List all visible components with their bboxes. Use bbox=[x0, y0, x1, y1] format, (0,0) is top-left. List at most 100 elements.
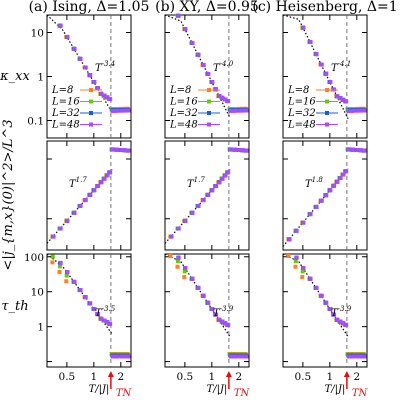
data-point-L8 bbox=[182, 275, 187, 280]
data-point-L48 bbox=[196, 285, 201, 290]
data-point-L48 bbox=[169, 234, 174, 239]
power-law-fit-line bbox=[46, 253, 113, 335]
tn-label: TN bbox=[234, 388, 251, 399]
data-point-L48 bbox=[201, 198, 206, 203]
legend-marker bbox=[207, 99, 211, 104]
data-point-L48 bbox=[241, 108, 246, 113]
data-point-L48 bbox=[105, 173, 110, 178]
data-point-L48 bbox=[92, 79, 97, 84]
data-point-L48 bbox=[228, 147, 233, 152]
annotation-base: T bbox=[305, 179, 313, 190]
data-point-L48 bbox=[233, 354, 238, 359]
data-point-L48 bbox=[176, 255, 181, 260]
x-axis-labels: T/|J| T/|J| T/|J| bbox=[89, 384, 346, 395]
data-point-L48 bbox=[123, 148, 128, 153]
legend-label: L=16 bbox=[287, 97, 316, 108]
data-point-L48 bbox=[228, 108, 233, 113]
data-point-L16 bbox=[57, 264, 62, 269]
legend-label: L=8 bbox=[51, 85, 73, 96]
legend-marker bbox=[207, 122, 211, 127]
x-tick-label: 1 bbox=[208, 371, 215, 383]
data-point-L8 bbox=[175, 264, 180, 269]
data-point-L48 bbox=[176, 13, 181, 18]
data-point-L48 bbox=[214, 312, 219, 317]
data-point-L48 bbox=[319, 293, 324, 298]
y-axis-label: τ_th bbox=[1, 299, 28, 314]
panel-0-0: 0.1 1 10 T-3.4 L=8L=16L=32L=48 bbox=[27, 14, 132, 139]
legend-label: L=32 bbox=[51, 108, 80, 119]
legend-label: L=48 bbox=[51, 120, 80, 131]
exponent-annotation: T-3.9 bbox=[331, 305, 352, 319]
data-point-L48 bbox=[314, 52, 319, 57]
annotation-exponent: -4.0 bbox=[220, 60, 234, 68]
legend-label: L=8 bbox=[169, 85, 191, 96]
panels-layer: (a) Ising, Δ=1.050.1110T-3.4L=8L=16L=32L… bbox=[24, 0, 398, 399]
data-point-L48 bbox=[346, 354, 351, 359]
legend-label: L=16 bbox=[51, 97, 80, 108]
legend-label: L=16 bbox=[169, 97, 198, 108]
data-point-L48 bbox=[65, 218, 70, 223]
power-law-fit-line bbox=[164, 14, 231, 119]
data-point-L48 bbox=[359, 354, 364, 359]
data-point-L48 bbox=[72, 279, 77, 284]
x-tick-label: 2 bbox=[117, 371, 124, 383]
data-point-L48 bbox=[126, 148, 131, 153]
y-tick-label: 100 bbox=[24, 252, 44, 264]
data-point-L48 bbox=[126, 354, 131, 359]
data-point-L48 bbox=[105, 95, 110, 100]
data-point-L16 bbox=[293, 259, 298, 264]
data-point-L48 bbox=[319, 198, 324, 203]
data-point-L48 bbox=[233, 147, 238, 152]
data-point-L48 bbox=[351, 108, 356, 113]
data-point-L48 bbox=[110, 354, 115, 359]
data-point-L48 bbox=[214, 184, 219, 189]
data-point-L48 bbox=[308, 276, 313, 281]
annotation-exponent: 1.7 bbox=[194, 176, 206, 184]
data-point-L48 bbox=[115, 354, 120, 359]
data-point-L48 bbox=[119, 108, 124, 113]
data-point-L48 bbox=[244, 354, 249, 359]
data-point-L48 bbox=[344, 99, 349, 104]
legend-label: L=48 bbox=[169, 120, 198, 131]
data-point-L48 bbox=[359, 148, 364, 153]
data-point-L48 bbox=[344, 169, 349, 174]
data-point-L48 bbox=[183, 265, 188, 270]
y-tick-label: 10 bbox=[31, 287, 44, 299]
panel-title: (c) Heisenberg, Δ=1 bbox=[252, 0, 397, 15]
data-point-L48 bbox=[355, 108, 360, 113]
data-point-L48 bbox=[223, 321, 228, 326]
y-axis-labels: κ_xx <|j_{m,x}(0)|^2>/L^3 τ_th bbox=[0, 69, 31, 314]
data-point-L48 bbox=[196, 52, 201, 57]
panel-frame bbox=[164, 253, 250, 368]
data-point-L48 bbox=[237, 354, 242, 359]
data-point-L48 bbox=[231, 108, 236, 113]
tn-arrow-head bbox=[343, 371, 350, 377]
data-point-L48 bbox=[324, 300, 329, 305]
panel-1-2: 0.5 1 2 T-3.9 TN bbox=[164, 253, 251, 399]
data-point-L48 bbox=[355, 354, 360, 359]
legend-label: L=32 bbox=[169, 108, 198, 119]
power-law-fit-line bbox=[164, 253, 231, 338]
data-point-L48 bbox=[228, 354, 233, 359]
data-point-L48 bbox=[338, 175, 343, 180]
data-point-L48 bbox=[176, 226, 181, 231]
data-point-L48 bbox=[113, 147, 118, 152]
legend-marker bbox=[89, 111, 93, 115]
data-point-L48 bbox=[119, 147, 124, 152]
legend-marker bbox=[89, 122, 93, 127]
data-point-L48 bbox=[206, 71, 211, 76]
data-point-L48 bbox=[190, 210, 195, 215]
panel-frame bbox=[282, 140, 368, 251]
data-point-L48 bbox=[183, 218, 188, 223]
data-point-L48 bbox=[190, 276, 195, 281]
data-point-L8 bbox=[64, 279, 69, 284]
data-point-L48 bbox=[217, 317, 222, 322]
data-point-L48 bbox=[72, 46, 77, 51]
data-point-L48 bbox=[332, 87, 337, 92]
tn-label: TN bbox=[352, 388, 369, 399]
data-point-L48 bbox=[319, 62, 324, 67]
data-point-L48 bbox=[210, 188, 215, 193]
data-point-L48 bbox=[210, 306, 215, 311]
exponent-annotation: T-4.1 bbox=[331, 60, 351, 74]
data-point-L48 bbox=[83, 295, 88, 300]
